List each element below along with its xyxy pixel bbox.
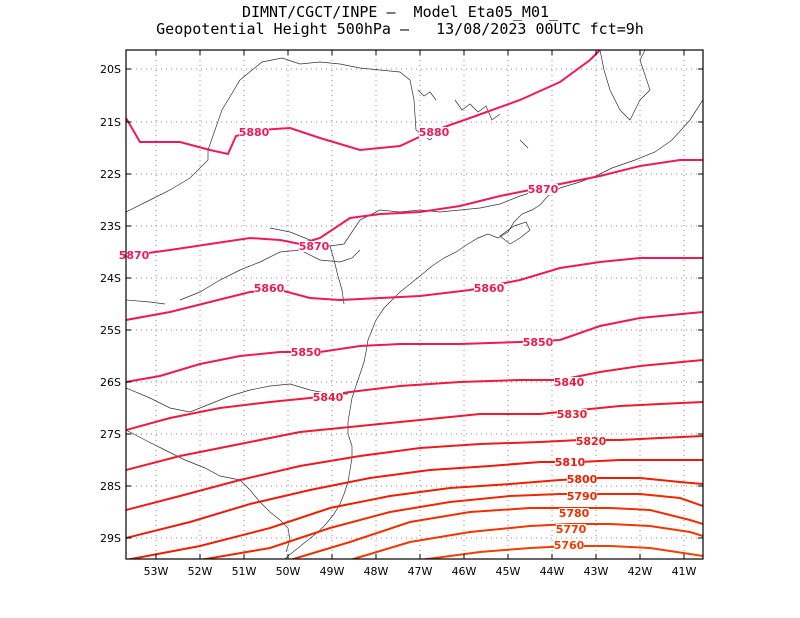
contour-line-5860 — [126, 257, 703, 321]
contour-line-5760 — [419, 545, 703, 559]
contour-label-bg — [559, 508, 589, 519]
contour-line-5810 — [126, 459, 703, 539]
contour-label: 5800 — [567, 473, 598, 486]
contour-label: 5810 — [555, 456, 586, 469]
coastline — [499, 221, 531, 245]
contour-label: 5820 — [576, 435, 607, 448]
contour-line-5790 — [199, 493, 703, 559]
lon-tick-label: 47W — [408, 565, 433, 578]
state-border — [329, 245, 345, 305]
lat-tick-label: 24S — [100, 272, 121, 285]
contour-label: 5760 — [554, 539, 585, 552]
state-border — [599, 50, 651, 121]
contour-label: 5830 — [557, 408, 588, 421]
axis-ticks: 20S 21S 22S 23S 24S 25S 26S 27S 28S 29S 53W 52W 51W 5… — [100, 50, 703, 578]
title-line-1: DIMNT/CGCT/INPE – Model Eta05_M01_ — [241, 3, 559, 21]
contour-line-5880 — [126, 50, 601, 156]
contour-label: 5880 — [419, 126, 450, 139]
lon-tick-label: 42W — [628, 565, 653, 578]
lat-tick-label: 20S — [100, 63, 121, 76]
contour-label-bg — [523, 337, 553, 348]
contour-line-5840 — [126, 359, 703, 431]
lat-tick-label: 25S — [100, 324, 121, 337]
contour-label-bg — [557, 409, 587, 420]
contour-label-bg — [254, 283, 284, 294]
contour-label: 5770 — [556, 523, 587, 536]
coastline — [417, 89, 437, 101]
lat-tick-label: 29S — [100, 532, 121, 545]
contour-line-5870 — [126, 159, 703, 257]
lon-tick-label: 48W — [364, 565, 389, 578]
contour-label: 5790 — [567, 490, 598, 503]
state-border — [269, 189, 541, 247]
contour-label: 5870 — [528, 183, 559, 196]
lat-tick-label: 22S — [100, 168, 121, 181]
contour-label: 5840 — [554, 376, 585, 389]
contour-label-bg — [419, 127, 449, 138]
contour-lines — [126, 50, 703, 559]
contour-line-5830 — [126, 401, 703, 471]
contour-line-5770 — [349, 523, 703, 559]
coastline-and-borders — [126, 50, 703, 559]
lon-tick-label: 49W — [320, 565, 345, 578]
lon-tick-label: 50W — [276, 565, 301, 578]
contour-label-bg — [313, 392, 343, 403]
contour-label-bg — [567, 491, 597, 502]
lon-tick-label: 51W — [232, 565, 257, 578]
contour-line-5850 — [126, 311, 703, 383]
contour-line-5780 — [289, 507, 703, 559]
contour-label-bg — [555, 457, 585, 468]
contour-label: 5840 — [313, 391, 344, 404]
contour-label-bg — [291, 347, 321, 358]
contour-label: 5780 — [559, 507, 590, 520]
contour-label: 5860 — [254, 282, 285, 295]
lon-tick-label: 53W — [144, 565, 169, 578]
plot-frame — [125, 49, 704, 560]
contour-label-bg — [239, 127, 269, 138]
contour-labels: 5880 5880 5870 5870 5870 5860 5860 5850 5850 5840… — [119, 126, 607, 552]
coastline — [519, 139, 529, 149]
lon-tick-label: 41W — [672, 565, 697, 578]
lon-tick-label: 44W — [540, 565, 565, 578]
contour-label: 5880 — [239, 126, 270, 139]
title-line-2: Geopotential Height 500hPa – 13/08/2023 … — [156, 20, 644, 38]
grid-lines — [126, 50, 703, 559]
contour-label-bg — [554, 540, 584, 551]
lon-tick-label: 43W — [584, 565, 609, 578]
coastline — [454, 99, 501, 121]
lat-tick-label: 21S — [100, 116, 121, 129]
contour-label: 5850 — [291, 346, 322, 359]
state-border — [179, 249, 361, 301]
contour-label-bg — [554, 377, 584, 388]
lat-tick-label: 26S — [100, 376, 121, 389]
contour-label: 5860 — [474, 282, 505, 295]
state-border — [126, 383, 348, 413]
contour-label: 5870 — [299, 240, 330, 253]
lat-tick-label: 28S — [100, 480, 121, 493]
contour-line-5800 — [126, 477, 703, 559]
lon-tick-label: 46W — [452, 565, 477, 578]
contour-label-bg — [299, 241, 329, 252]
state-border — [126, 429, 291, 553]
contour-label-bg — [576, 436, 606, 447]
state-border — [126, 299, 166, 305]
contour-label: 5850 — [523, 336, 554, 349]
lon-tick-label: 52W — [188, 565, 213, 578]
lat-tick-label: 23S — [100, 220, 121, 233]
contour-label-bg — [567, 474, 597, 485]
lon-tick-label: 45W — [496, 565, 521, 578]
lat-tick-label: 27S — [100, 428, 121, 441]
contour-label-bg — [528, 184, 558, 195]
contour-label: 5870 — [119, 249, 150, 262]
contour-label-bg — [556, 524, 586, 535]
contour-label-bg — [119, 250, 149, 261]
state-border — [126, 150, 209, 213]
contour-label-bg — [474, 283, 504, 294]
contour-line-5820 — [126, 435, 703, 511]
